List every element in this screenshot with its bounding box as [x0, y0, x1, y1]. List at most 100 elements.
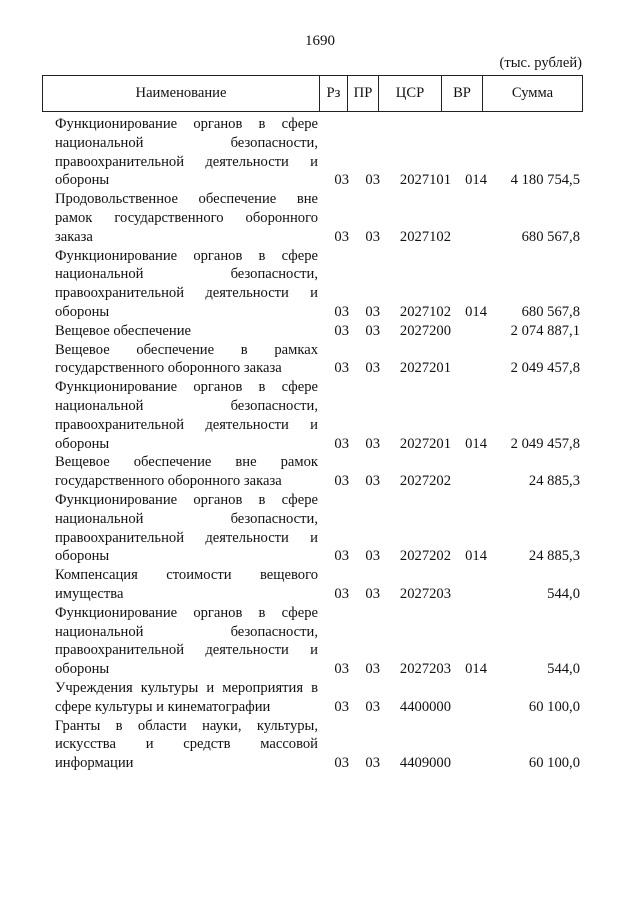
- cell-pr: 03: [365, 548, 380, 565]
- row-name-line: информации: [55, 755, 134, 772]
- cell-pr: 03: [365, 473, 380, 490]
- cell-rz: 03: [334, 360, 349, 377]
- cell-pr: 03: [365, 360, 380, 377]
- row-name-line: Функционирование органов в сфере: [55, 379, 318, 396]
- table-row: Функционирование органов в сфере национал…: [55, 115, 583, 190]
- units-label: (тыс. рублей): [499, 55, 582, 71]
- cell-rz: 03: [334, 755, 349, 772]
- row-name-line: правоохранительной деятельности и: [55, 529, 318, 546]
- row-name-line: сфере культуры и кинематографии: [55, 698, 271, 715]
- row-name-line: рамок государственного оборонного: [55, 209, 318, 226]
- row-name-line: Функционирование органов в сфере: [55, 604, 318, 621]
- cell-sum: 2 049 457,8: [510, 435, 580, 452]
- cell-sum: 544,0: [547, 585, 580, 602]
- row-name: Компенсация стоимости вещевого имущества: [55, 566, 318, 604]
- row-name: Вещевое обеспечение в рамках государствен…: [55, 341, 318, 379]
- table-row: Продовольственное обеспечение вне рамок г…: [55, 190, 583, 246]
- row-name-line: государственного оборонного заказа: [55, 473, 282, 490]
- row-name-line: правоохранительной деятельности и: [55, 153, 318, 170]
- row-name-line: национальной безопасности,: [55, 510, 318, 527]
- cell-sum: 680 567,8: [521, 228, 580, 245]
- row-name: Вещевое обеспечение: [55, 322, 318, 341]
- cell-sum: 680 567,8: [521, 303, 580, 320]
- header-csr: ЦСР: [378, 76, 441, 111]
- cell-sum: 544,0: [547, 661, 580, 678]
- row-name-line: национальной безопасности,: [55, 623, 318, 640]
- row-name-line: правоохранительной деятельности и: [55, 285, 318, 302]
- row-name-line: обороны: [55, 548, 110, 565]
- cell-pr: 03: [365, 755, 380, 772]
- page-number: 1690: [305, 33, 335, 49]
- row-name-line: Гранты в области науки, культуры,: [55, 717, 318, 734]
- row-name: Функционирование органов в сфере национал…: [55, 378, 318, 453]
- row-name: Функционирование органов в сфере национал…: [55, 491, 318, 566]
- cell-csr: 2027202: [399, 473, 451, 490]
- cell-rz: 03: [334, 473, 349, 490]
- cell-vr: 014: [465, 661, 487, 678]
- cell-sum: 60 100,0: [528, 698, 580, 715]
- row-name-line: Продовольственное обеспечение вне: [55, 191, 318, 208]
- cell-csr: 2027201: [399, 360, 451, 377]
- cell-rz: 03: [334, 435, 349, 452]
- cell-pr: 03: [365, 585, 380, 602]
- cell-vr: 014: [465, 548, 487, 565]
- cell-rz: 03: [334, 322, 349, 339]
- table-row: Функционирование органов в сфере национал…: [55, 491, 583, 566]
- cell-vr: 014: [465, 435, 487, 452]
- cell-pr: 03: [365, 172, 380, 189]
- cell-rz: 03: [334, 585, 349, 602]
- row-name-line: обороны: [55, 303, 110, 320]
- row-name-line: Учреждения культуры и мероприятия в: [55, 679, 318, 696]
- row-name: Вещевое обеспечение вне рамок государстве…: [55, 453, 318, 491]
- cell-pr: 03: [365, 435, 380, 452]
- row-name-line: имущества: [55, 585, 124, 602]
- cell-rz: 03: [334, 661, 349, 678]
- table-row: Вещевое обеспечение 03 03 2027200 2 074 887,…: [55, 322, 583, 341]
- cell-sum: 4 180 754,5: [510, 172, 580, 189]
- row-name-line: национальной безопасности,: [55, 266, 318, 283]
- cell-pr: 03: [365, 698, 380, 715]
- header-rz: Рз: [319, 76, 347, 111]
- row-name: Функционирование органов в сфере национал…: [55, 247, 318, 322]
- cell-rz: 03: [334, 548, 349, 565]
- table-row: Учреждения культуры и мероприятия в сфере…: [55, 679, 583, 717]
- cell-rz: 03: [334, 172, 349, 189]
- row-name-line: Функционирование органов в сфере: [55, 491, 318, 508]
- header-vr: ВР: [441, 76, 482, 111]
- row-name: Учреждения культуры и мероприятия в сфере…: [55, 679, 318, 717]
- table-header: Наименование Рз ПР ЦСР ВР Сумма: [42, 75, 583, 112]
- cell-pr: 03: [365, 228, 380, 245]
- cell-csr: 4409000: [399, 755, 451, 772]
- row-name-line: государственного оборонного заказа: [55, 360, 282, 377]
- row-name-line: Вещевое обеспечение: [55, 322, 192, 339]
- table-row: Компенсация стоимости вещевого имущества 0…: [55, 566, 583, 604]
- cell-csr: 2027203: [399, 661, 451, 678]
- cell-csr: 2027200: [399, 322, 451, 339]
- cell-sum: 24 885,3: [528, 473, 580, 490]
- row-name-line: Компенсация стоимости вещевого: [55, 567, 318, 584]
- cell-pr: 03: [365, 322, 380, 339]
- cell-csr: 2027201: [399, 435, 451, 452]
- cell-pr: 03: [365, 303, 380, 320]
- row-name: Функционирование органов в сфере национал…: [55, 604, 318, 679]
- cell-csr: 2027202: [399, 548, 451, 565]
- cell-sum: 60 100,0: [528, 755, 580, 772]
- cell-pr: 03: [365, 661, 380, 678]
- cell-vr: 014: [465, 172, 487, 189]
- table-row: Функционирование органов в сфере национал…: [55, 378, 583, 453]
- cell-sum: 2 049 457,8: [510, 360, 580, 377]
- row-name-line: обороны: [55, 435, 110, 452]
- table-row: Функционирование органов в сфере национал…: [55, 247, 583, 322]
- cell-csr: 2027203: [399, 585, 451, 602]
- cell-rz: 03: [334, 228, 349, 245]
- cell-sum: 2 074 887,1: [510, 322, 580, 339]
- row-name-line: Вещевое обеспечение вне рамок: [55, 454, 318, 471]
- row-name-line: национальной безопасности,: [55, 397, 318, 414]
- row-name-line: обороны: [55, 661, 110, 678]
- header-pr: ПР: [347, 76, 378, 111]
- table-row: Вещевое обеспечение вне рамок государстве…: [55, 453, 583, 491]
- header-name: Наименование: [135, 85, 227, 101]
- cell-rz: 03: [334, 698, 349, 715]
- table-row: Функционирование органов в сфере национал…: [55, 604, 583, 679]
- row-name-line: национальной безопасности,: [55, 134, 318, 151]
